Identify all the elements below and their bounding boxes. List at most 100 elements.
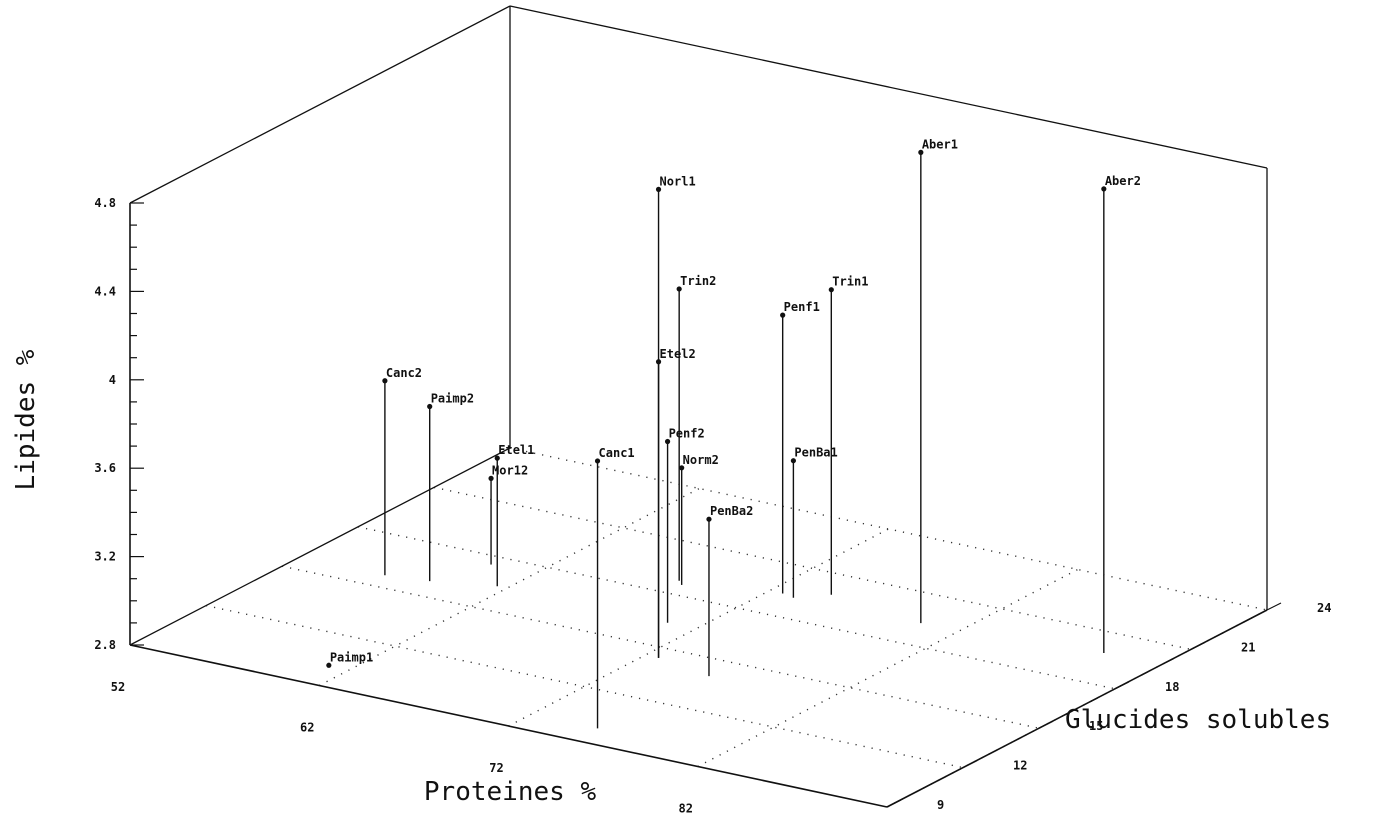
point-marker [780, 312, 786, 318]
point-marker [488, 475, 494, 481]
data-point-penf2: Penf2 [664, 427, 705, 623]
point-label: Etel1 [498, 443, 534, 457]
point-label: Etel2 [660, 347, 696, 361]
y-minor-tick [1241, 618, 1250, 624]
grid-line-x [508, 528, 889, 727]
z-tick-label: 3.2 [94, 550, 116, 564]
point-marker [828, 287, 834, 293]
data-point-trin2: Trin2 [676, 274, 716, 581]
data-point-aber2: Aber2 [1101, 174, 1141, 654]
x-axis-line [129, 644, 888, 808]
data-point-mor12: Mor12 [488, 463, 528, 565]
data-point-paimp2: Paimp2 [427, 392, 474, 582]
point-label: Penf2 [669, 427, 705, 441]
data-point-paimp1: Paimp1 [326, 650, 373, 668]
grid-line-back [509, 447, 1268, 611]
z-tick-label: 4 [109, 373, 116, 387]
y-major-tick [1190, 641, 1206, 650]
y-tick-label: 15 [1089, 719, 1103, 733]
y-minor-tick [1064, 710, 1073, 716]
y-minor-tick [1140, 671, 1149, 677]
data-point-canc2: Canc2 [382, 366, 422, 576]
point-label: Norl1 [660, 174, 696, 188]
top-back-edge [509, 5, 1268, 169]
data-point-trin1: Trin1 [828, 275, 868, 595]
data-point-norm2: Norm2 [679, 453, 719, 585]
y-major-tick [886, 799, 902, 808]
data-point-norl1: Norl1 [655, 174, 696, 658]
point-label: PenBa2 [710, 504, 753, 518]
point-label: Aber1 [922, 137, 958, 151]
data-point-penba1: PenBa1 [790, 446, 838, 598]
y-tick-label: 18 [1165, 680, 1179, 694]
y-minor-tick [1216, 631, 1225, 637]
x-tick-label: 72 [489, 761, 503, 775]
point-label: Aber2 [1105, 174, 1141, 188]
point-label: PenBa1 [794, 446, 837, 460]
chart-box [129, 5, 1268, 808]
point-label: Penf1 [784, 300, 820, 314]
y-major-tick [1038, 720, 1054, 729]
grid-line-y [357, 526, 1116, 690]
y-major-tick [962, 760, 978, 769]
point-label: Paimp1 [330, 650, 373, 664]
point-marker [382, 378, 388, 384]
top-left-edge [129, 5, 511, 204]
x-tick-label: 62 [300, 721, 314, 735]
z-tick-label: 2.8 [94, 638, 116, 652]
point-label: Paimp2 [431, 392, 474, 406]
data-point-etel1: Etel1 [494, 443, 534, 587]
grid-line-x [697, 568, 1079, 768]
point-marker [494, 455, 500, 461]
y-tick-label: 12 [1013, 759, 1027, 773]
grid-line-y [281, 565, 1040, 729]
y-minor-tick [937, 776, 946, 782]
y-tick-label: 24 [1317, 601, 1331, 615]
point-marker [427, 403, 433, 410]
point-marker [1101, 186, 1107, 192]
floor-left-edge [129, 447, 511, 646]
data-point-etel2: Etel2 [655, 347, 696, 658]
point-marker [664, 438, 671, 445]
x-tick-label: 82 [679, 802, 693, 816]
axis-titles: Lipides % Proteines % Glucides solubles [11, 349, 1331, 807]
floor-grid [205, 447, 1268, 808]
y-minor-tick [1165, 657, 1174, 664]
point-marker [594, 458, 601, 464]
y-minor-tick [912, 789, 921, 795]
y-major-tick [1266, 602, 1282, 611]
x-tick-label: 52 [111, 680, 125, 694]
z-tick-label: 4.4 [94, 284, 116, 298]
x-axis-title: Proteines % [424, 777, 597, 807]
point-label: Trin1 [832, 275, 868, 289]
point-marker [655, 186, 662, 192]
point-label: Canc1 [599, 446, 635, 460]
point-marker [790, 458, 796, 464]
z-axis-title: Lipides % [11, 349, 41, 490]
point-label: Norm2 [683, 453, 719, 467]
axis-ticks: 2.83.23.644.44.8526272829291215182124 [94, 196, 1331, 816]
z-tick-label: 3.6 [94, 461, 116, 475]
point-marker [679, 465, 685, 471]
point-label: Mor12 [492, 463, 528, 477]
data-point-aber1: Aber1 [918, 137, 958, 624]
point-label: Trin2 [680, 274, 716, 288]
point-marker [918, 149, 924, 155]
data-point-penf1: Penf1 [780, 300, 820, 594]
point-marker [676, 286, 682, 292]
grid-line-y [433, 486, 1192, 651]
point-marker [655, 359, 662, 365]
y-major-tick [1114, 681, 1130, 690]
grid-line-x [318, 487, 700, 687]
data-point-canc1: Canc1 [594, 446, 635, 729]
y-tick-label: 9 [937, 798, 944, 812]
y-minor-tick [1013, 736, 1022, 742]
y-axis-title: Glucides solubles [1065, 705, 1331, 735]
z-tick-label: 4.8 [94, 196, 116, 210]
y-minor-tick [988, 749, 997, 756]
grid-line-y [205, 604, 964, 769]
y-minor-tick [1089, 697, 1098, 703]
point-marker [706, 516, 712, 522]
point-label: Canc2 [386, 366, 422, 380]
